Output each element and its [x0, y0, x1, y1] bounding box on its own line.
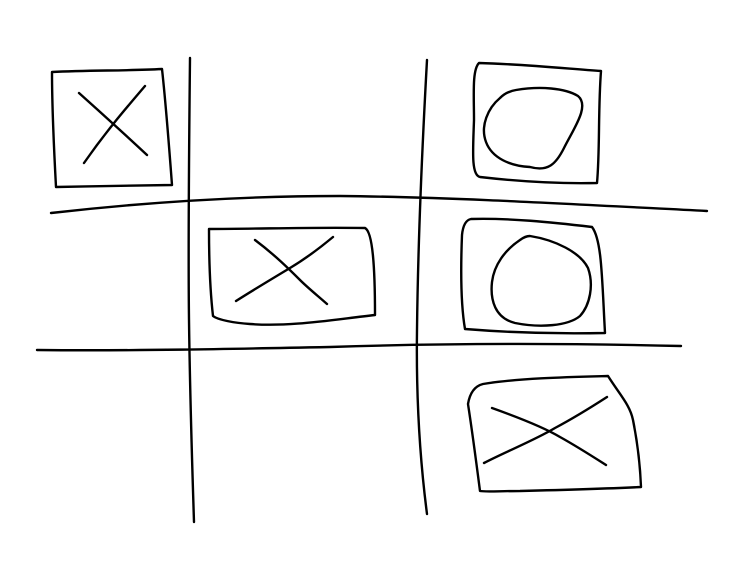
cell-2-1[interactable] [195, 352, 413, 514]
grid-line-vertical-left [187, 56, 196, 524]
cell-1-1-x-mark [234, 235, 335, 306]
cell-1-2[interactable] [459, 217, 607, 335]
cell-2-2-x-mark [482, 395, 609, 467]
cell-1-0[interactable] [40, 215, 186, 345]
cell-0-0[interactable] [50, 67, 174, 189]
cell-0-0-x-mark [77, 84, 149, 165]
cell-2-2-box [466, 374, 643, 493]
cell-1-2-box [459, 217, 607, 335]
cell-0-2-box [471, 61, 603, 185]
cell-1-1-box [207, 226, 377, 326]
cell-2-2[interactable] [466, 374, 643, 493]
cell-2-0[interactable] [40, 354, 186, 514]
grid-line-vertical-right [415, 58, 429, 516]
grid-line-horizontal-bottom [35, 342, 683, 352]
cell-0-2[interactable] [471, 61, 603, 185]
cell-0-2-o-mark [482, 86, 584, 170]
cell-1-1[interactable] [207, 226, 377, 326]
cell-1-2-o-mark [490, 234, 592, 327]
grid-line-horizontal-top [49, 194, 709, 215]
cell-0-0-box [50, 67, 174, 189]
cell-0-1[interactable] [195, 62, 417, 194]
grid [35, 56, 709, 524]
